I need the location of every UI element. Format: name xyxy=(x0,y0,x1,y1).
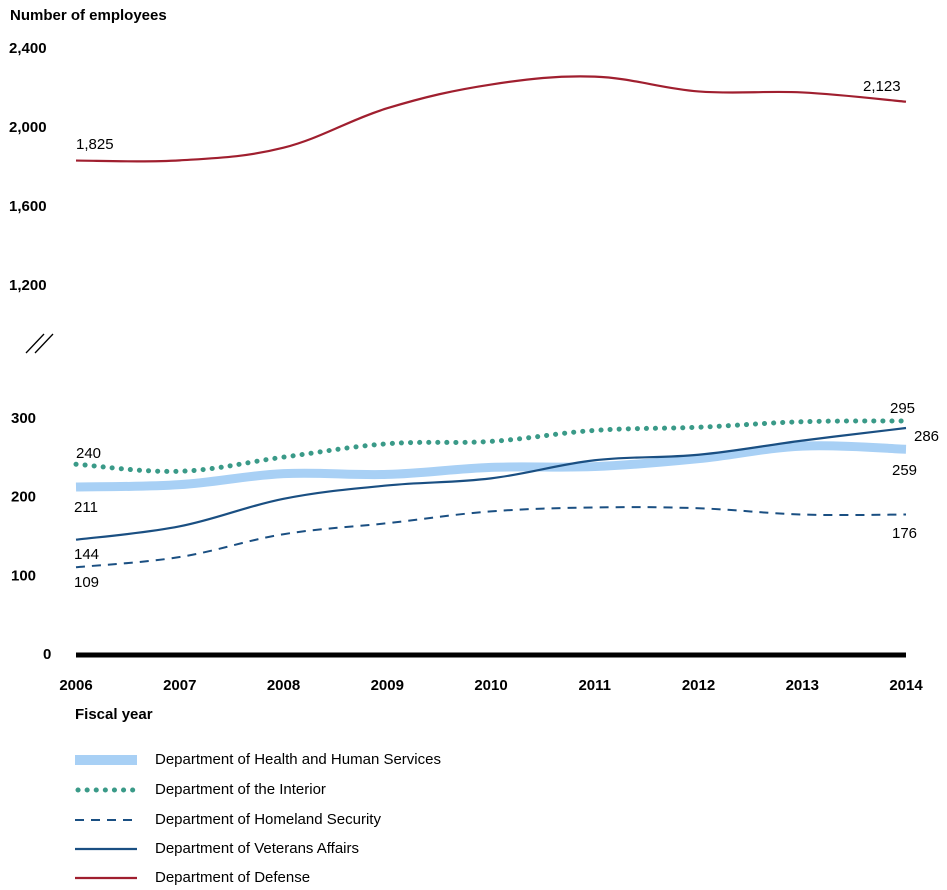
series-homeland-line xyxy=(75,506,907,569)
x-tick-label: 2009 xyxy=(371,677,404,694)
legend-label-homeland: Department of Homeland Security xyxy=(155,811,381,828)
x-tick-label: 2013 xyxy=(786,677,819,694)
data-label-hhs-2014: 259 xyxy=(892,462,917,479)
data-label-homeland-2014: 176 xyxy=(892,525,917,542)
x-tick-label: 2012 xyxy=(682,677,715,694)
data-label-homeland-2006: 109 xyxy=(74,574,99,591)
series-dod-line xyxy=(75,75,907,163)
axis-break-mark xyxy=(25,333,45,354)
y-tick-label: 2,400 xyxy=(9,40,47,57)
legend-swatch-interior xyxy=(75,787,137,793)
legend-swatch-homeland xyxy=(75,819,137,821)
y-tick-label: 200 xyxy=(11,489,36,506)
data-label-interior-2014: 295 xyxy=(890,400,915,417)
series-interior-line xyxy=(73,418,909,474)
data-label-dod-2014: 2,123 xyxy=(863,78,901,95)
y-axis-title: Number of employees xyxy=(10,7,167,24)
x-tick-label: 2007 xyxy=(163,677,196,694)
x-tick-label: 2011 xyxy=(578,677,611,694)
y-tick-label: 300 xyxy=(11,410,36,427)
data-label-va-2006: 144 xyxy=(74,546,99,563)
legend-swatch-va xyxy=(75,847,137,851)
x-tick-label: 2008 xyxy=(267,677,300,694)
data-label-hhs-2006: 211 xyxy=(74,499,98,516)
legend-label-hhs: Department of Health and Human Services xyxy=(155,751,441,768)
legend-label-interior: Department of the Interior xyxy=(155,781,326,798)
x-axis-title: Fiscal year xyxy=(75,706,153,723)
data-label-interior-2006: 240 xyxy=(76,445,101,462)
x-tick-label: 2006 xyxy=(59,677,92,694)
legend-item-dod: Department of Defense xyxy=(75,866,675,890)
series-hhs-line xyxy=(75,441,907,492)
x-tick-label: 2014 xyxy=(889,677,923,694)
y-tick-label: 0 xyxy=(43,646,51,663)
x-tick-label: 2010 xyxy=(474,677,507,694)
legend-item-va: Department of Veterans Affairs xyxy=(75,837,675,861)
legend-label-va: Department of Veterans Affairs xyxy=(155,840,360,857)
legend-item-interior: Department of the Interior xyxy=(75,778,675,802)
series-va-line xyxy=(75,426,907,541)
axis-break-mark xyxy=(34,333,54,354)
legend-label-dod: Department of Defense xyxy=(155,869,311,886)
y-tick-label: 100 xyxy=(11,567,36,584)
legend-item-homeland: Department of Homeland Security xyxy=(75,808,675,832)
data-label-dod-2006: 1,825 xyxy=(76,136,114,153)
legend-item-hhs: Department of Health and Human Services xyxy=(75,748,675,772)
y-tick-label: 1,600 xyxy=(9,198,47,215)
y-tick-label: 1,200 xyxy=(9,277,47,294)
legend-swatch-hhs xyxy=(75,755,137,765)
data-label-va-2014: 286 xyxy=(914,428,939,445)
y-tick-label: 2,000 xyxy=(9,119,47,136)
legend-swatch-dod xyxy=(75,876,137,880)
